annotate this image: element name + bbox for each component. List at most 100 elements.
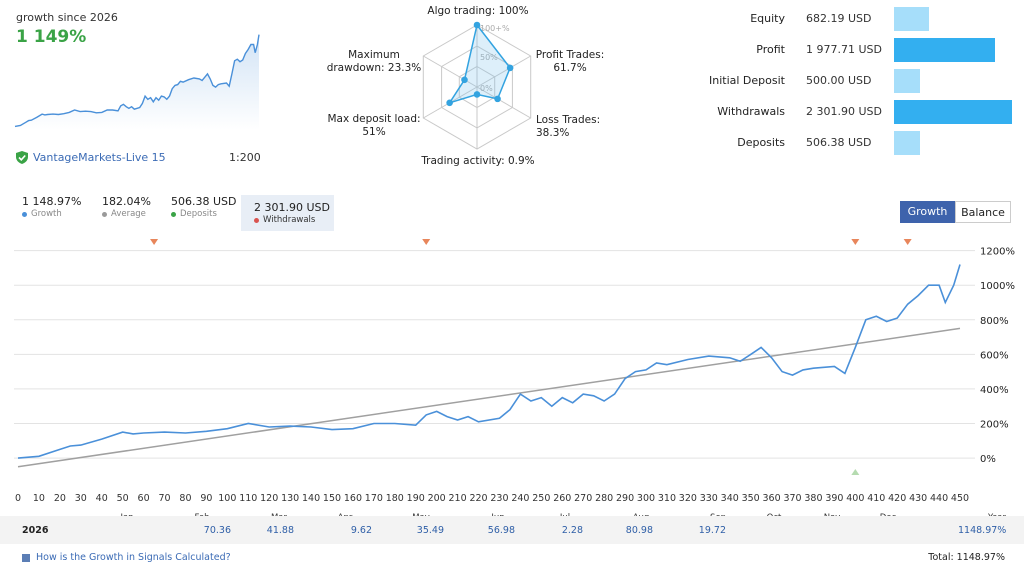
month-label: Apr [338,513,353,516]
month-label: Mar [271,513,288,516]
x-tick-label: 320 [679,493,697,504]
radar-tick-label: 100+% [480,24,510,33]
stat-bar [894,69,920,93]
stat-bar [894,100,1012,124]
x-tick-label: 30 [75,493,87,504]
radar-label-algo: Algo trading: 100% [427,5,529,17]
x-tick-label: 390 [825,493,843,504]
tab-deposits[interactable]: 506.38 USD Deposits [171,195,237,231]
broker-name[interactable]: VantageMarkets-Live 15 [33,151,166,164]
x-tick-label: 0 [15,493,21,504]
y-tick-label: 800% [980,316,1009,327]
x-tick-label: 20 [54,493,66,504]
x-tick-label: 140 [302,493,320,504]
total-growth: Total: 1148.97% [928,552,1005,563]
growth-title: growth since 2026 [16,11,118,24]
x-tick-label: 80 [179,493,191,504]
y-tick-label: 600% [980,350,1009,361]
radar-label-drawdown-value: drawdown: 23.3% [326,62,422,74]
x-tick-label: 50 [117,493,129,504]
deposits-dot-icon [171,211,176,217]
y-tick-label: 1200% [980,247,1015,258]
x-tick-label: 440 [930,493,948,504]
radar-label-load-value: 51% [362,126,386,138]
tab-growth-value: 1 148.97% [22,195,82,208]
month-label: Dec [880,513,897,516]
x-tick-label: 430 [909,493,927,504]
broker-account[interactable]: VantageMarkets-Live 15 [16,151,166,164]
radar-label-load: Max deposit load: 51% [325,113,423,139]
x-tick-label: 110 [239,493,257,504]
help-link-text[interactable]: How is the Growth in Signals Calculated? [36,552,231,563]
month-label: May [412,513,430,516]
stat-bar [894,131,920,155]
leverage: 1:200 [229,151,261,164]
growth-chart: 1200% 1000% 800% 600% 400% 200% 0% 0 10 20 30 40 50 6… [14,239,1015,516]
y-tick-label: 400% [980,385,1009,396]
average-line [17,327,961,468]
x-tick-label: 350 [742,493,760,504]
month-label: Oct [767,513,782,516]
month-label: Jul [559,513,570,516]
x-tick-label: 250 [532,493,550,504]
help-square-icon [22,553,30,562]
growth-help-link[interactable]: How is the Growth in Signals Calculated? [22,552,231,563]
stat-label: Equity [750,12,785,25]
mini-chart-line [14,34,260,128]
balance-button[interactable]: Balance [955,201,1011,223]
tab-withdrawals-label: Withdrawals [263,215,316,225]
radar-label-drawdown: Maximum drawdown: 23.3% [325,49,423,75]
radar-label-drawdown-title: Maximum [348,49,400,61]
x-tick-label: 60 [138,493,150,504]
radar-axis [476,86,531,119]
growth-button[interactable]: Growth [900,201,955,223]
radar-point [506,64,514,72]
month-label: Sep [710,513,726,516]
withdrawal-marker-icon [851,239,860,245]
stat-label: Initial Deposit [709,74,785,87]
table-month-value: 41.88 [266,525,294,536]
x-tick-label: 190 [407,493,425,504]
radar-axis [476,55,531,88]
x-tick-label: 360 [763,493,781,504]
table-month-value: 19.72 [698,525,726,536]
stat-value: 682.19 USD [806,12,872,25]
x-tick-label: 370 [783,493,801,504]
withdrawals-dot-icon [254,217,259,223]
x-tick-label: 260 [553,493,571,504]
withdrawal-marker-icon [903,239,912,245]
month-label: Jun [490,513,504,516]
table-month-value: 35.49 [416,525,444,536]
tab-average[interactable]: 182.04% Average [102,195,162,231]
x-tick-label: 40 [96,493,108,504]
deposit-marker-icon [851,469,860,475]
month-label: Feb [194,513,209,516]
tab-withdrawals[interactable]: 2 301.90 USD Withdrawals [241,195,334,231]
radar-label-load-title: Max deposit load: [327,113,421,125]
radar-point [473,91,481,98]
radar-value-area [447,23,511,105]
x-tick-label: 300 [637,493,655,504]
mini-growth-chart [14,34,260,130]
x-tick-label: 200 [428,493,446,504]
tab-average-value: 182.04% [102,195,151,208]
radar-axis [423,55,478,88]
growth-value: 1 149% [16,27,87,47]
x-tick-label: 230 [490,493,508,504]
x-tick-label: 280 [595,493,613,504]
table-month-value: 9.62 [350,525,372,536]
radar-point [446,99,453,107]
radar-point [494,95,501,103]
stat-value: 2 301.90 USD [806,105,882,118]
radar-chart: 100+% 50% 0% [422,21,532,150]
x-tick-label: 420 [888,493,906,504]
y-tick-label: 200% [980,420,1009,431]
tab-growth-label: Growth [31,209,62,219]
x-tick-label: 450 [951,493,969,504]
radar-label-loss: Loss Trades: 38.3% [536,114,601,139]
radar-label-profit: Profit Trades: 61.7% [530,49,610,75]
x-tick-label: 240 [511,493,529,504]
x-tick-label: 160 [344,493,362,504]
tab-growth[interactable]: 1 148.97% Growth [22,195,92,231]
x-tick-label: 310 [658,493,676,504]
